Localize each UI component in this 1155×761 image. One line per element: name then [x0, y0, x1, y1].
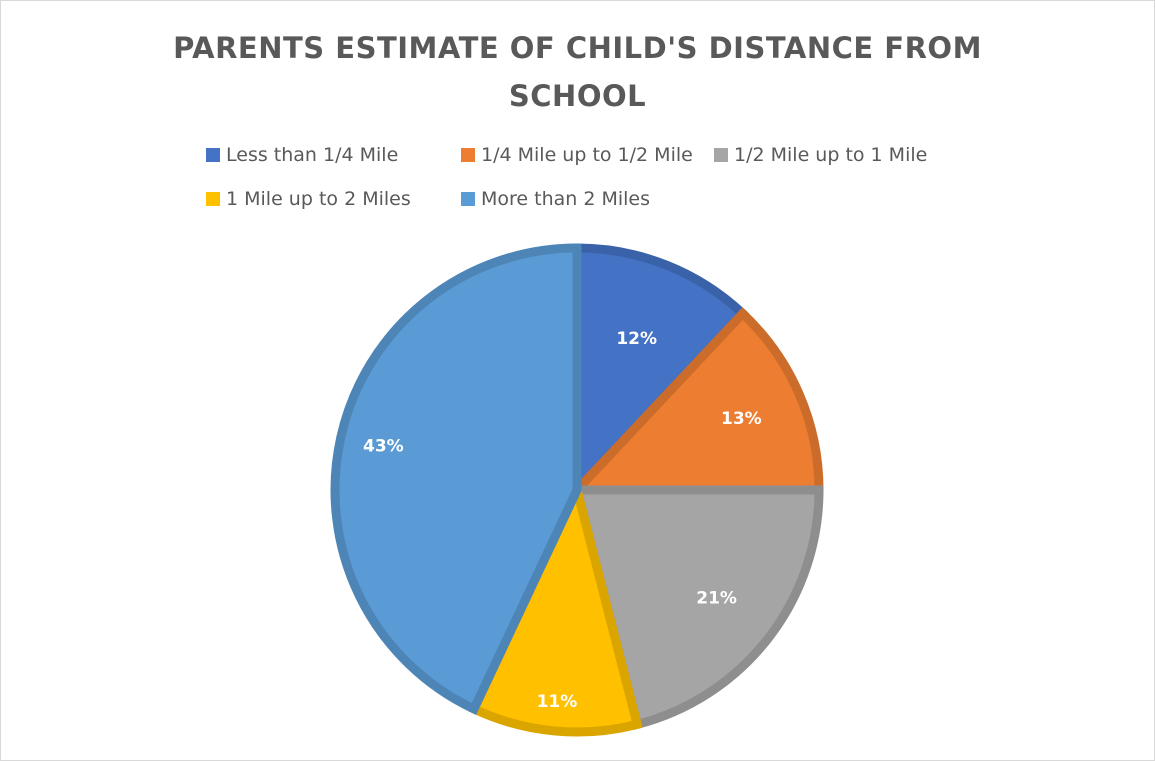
- legend-item-one-to-two-miles[interactable]: 1 Mile up to 2 Miles: [206, 188, 461, 210]
- legend-label: Less than 1/4 Mile: [226, 144, 399, 166]
- pie-slice-1-mile-up-to-2-miles[interactable]: [467, 476, 643, 737]
- legend-label: More than 2 Miles: [481, 188, 651, 210]
- pie-data-labels: 12% 13% 21% 11% 43%: [363, 329, 762, 712]
- legend-item-half-to-one-mile[interactable]: 1/2 Mile up to 1 Mile: [714, 144, 927, 166]
- chart-title: PARENTS ESTIMATE OF CHILD'S DISTANCE FRO…: [0, 24, 1155, 120]
- legend: Less than 1/4 Mile 1/4 Mile up to 1/2 Mi…: [206, 140, 966, 228]
- data-label-1-4-mile-up-to-1-2-mile: 13%: [721, 409, 762, 429]
- legend-swatch: [461, 148, 475, 162]
- data-label-1-2-mile-up-to-1-mile: 21%: [696, 588, 737, 608]
- legend-item-less-than-quarter-mile[interactable]: Less than 1/4 Mile: [206, 144, 461, 166]
- data-label-1-mile-up-to-2-miles: 11%: [537, 692, 578, 712]
- legend-item-more-than-two-miles[interactable]: More than 2 Miles: [461, 188, 650, 210]
- legend-label: 1/4 Mile up to 1/2 Mile: [481, 144, 693, 166]
- chart-title-line-2: SCHOOL: [508, 79, 647, 113]
- legend-swatch: [714, 148, 728, 162]
- legend-label: 1/2 Mile up to 1 Mile: [734, 144, 928, 166]
- pie-slice-1-2-mile-up-to-1-mile[interactable]: [571, 485, 824, 730]
- legend-swatch: [206, 148, 220, 162]
- pie-slice-1-4-mile-up-to-1-2-mile[interactable]: [566, 307, 824, 495]
- chart-title-line-1: PARENTS ESTIMATE OF CHILD'S DISTANCE FRO…: [173, 31, 982, 65]
- data-label-less-than-1-4-mile: 12%: [616, 329, 657, 349]
- legend-item-quarter-to-half-mile[interactable]: 1/4 Mile up to 1/2 Mile: [461, 144, 714, 166]
- legend-swatch: [206, 192, 220, 206]
- pie-slice-more-than-2-miles[interactable]: [330, 243, 582, 715]
- legend-swatch: [461, 192, 475, 206]
- data-label-more-than-2-miles: 43%: [363, 437, 404, 457]
- pie-slice-less-than-1-4-mile[interactable]: [572, 243, 750, 502]
- pie-slices: [330, 243, 824, 737]
- legend-label: 1 Mile up to 2 Miles: [226, 188, 411, 210]
- legend-row-2: 1 Mile up to 2 Miles More than 2 Miles: [206, 184, 966, 214]
- legend-row-1: Less than 1/4 Mile 1/4 Mile up to 1/2 Mi…: [206, 140, 966, 170]
